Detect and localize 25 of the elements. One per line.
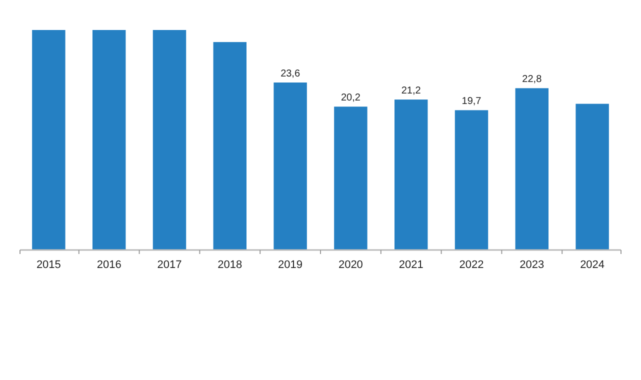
x-tick-label: 2016: [96, 259, 122, 271]
bar: [92, 30, 126, 250]
bar: [32, 30, 66, 250]
bar: [394, 100, 428, 250]
bar: [515, 88, 549, 250]
data-label: 22,8: [522, 74, 542, 86]
x-tick-label: 2023: [520, 259, 544, 271]
data-label: 19,7: [462, 96, 482, 108]
bar: [576, 104, 609, 250]
x-tick-label: 2024: [580, 259, 605, 271]
x-tick-label: 2019: [278, 259, 303, 271]
x-tick-label: 2021: [398, 259, 424, 271]
x-tick-label: 2018: [218, 259, 242, 271]
x-tick-label: 2015: [36, 259, 61, 271]
bar: [454, 110, 488, 250]
data-label: 20,2: [340, 92, 361, 104]
bar: [334, 106, 368, 250]
x-tick-label: 2020: [338, 259, 363, 271]
data-label: 21,2: [401, 86, 422, 97]
x-tick-label: 2017: [157, 259, 182, 271]
bar: [213, 42, 247, 250]
bar: [274, 82, 307, 250]
data-label: 23,6: [280, 68, 300, 80]
x-tick-label: 2022: [459, 259, 484, 271]
bar: [152, 30, 186, 250]
